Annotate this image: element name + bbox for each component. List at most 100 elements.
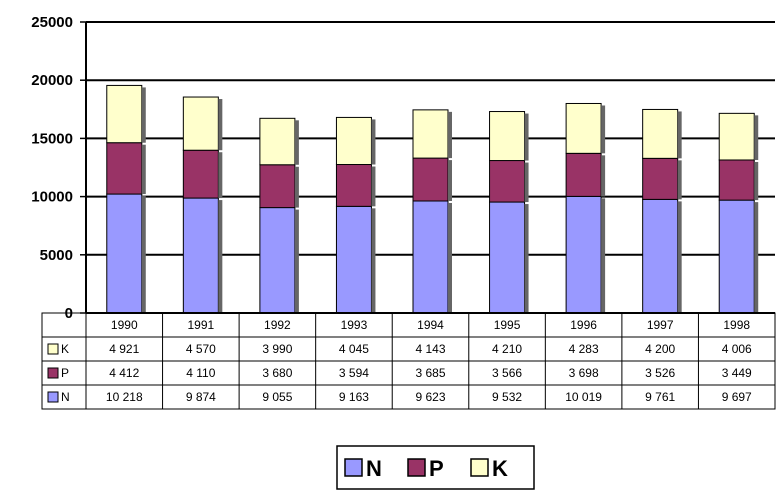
y-tick-label: 15000 — [31, 130, 73, 147]
data-label-K: 4 006 — [722, 342, 752, 356]
x-tick-label: 1991 — [187, 318, 214, 332]
bar-N-1993 — [335, 205, 372, 314]
data-label-K: 3 990 — [262, 342, 292, 356]
bar-P-1993 — [335, 164, 372, 207]
y-tick-label: 25000 — [31, 14, 73, 31]
row-label-N: N — [61, 390, 70, 404]
data-label-P: 4 412 — [109, 366, 139, 380]
bar-shadow — [601, 155, 606, 197]
y-tick-label: 20000 — [31, 72, 73, 89]
x-tick-label: 1992 — [264, 318, 291, 332]
legend-box — [336, 445, 535, 490]
bar-N-1994 — [412, 200, 449, 314]
data-label-K: 4 570 — [186, 342, 216, 356]
x-tick-label: 1990 — [111, 318, 138, 332]
data-label-P: 3 526 — [645, 366, 675, 380]
bar-shadow — [754, 202, 759, 313]
x-tick-label: 1998 — [723, 318, 750, 332]
bar-P-1996 — [565, 152, 602, 197]
bar-shadow — [218, 99, 223, 151]
bar-P-1990 — [106, 142, 143, 195]
data-label-K: 4 143 — [415, 342, 445, 356]
data-label-N: 9 623 — [415, 390, 445, 404]
bar-shadow — [294, 209, 299, 313]
bar-N-1990 — [106, 193, 143, 314]
data-label-N: 9 163 — [339, 390, 369, 404]
bar-P-1991 — [182, 149, 219, 199]
data-label-P: 3 566 — [492, 366, 522, 380]
legend-key-P — [47, 367, 59, 379]
bar-shadow — [448, 111, 452, 159]
bar-P-1998 — [718, 159, 755, 201]
bar-shadow — [218, 200, 223, 313]
bar-K-1996 — [565, 102, 602, 154]
bar-K-1998 — [718, 112, 755, 161]
data-label-K: 4 283 — [569, 342, 599, 356]
bar-shadow — [371, 208, 376, 313]
bar-shadow — [371, 166, 376, 207]
data-label-N: 9 761 — [645, 390, 675, 404]
bar-K-1992 — [259, 117, 296, 166]
bars — [106, 84, 759, 314]
bar-shadow — [524, 113, 529, 161]
data-label-N: 10 218 — [106, 390, 143, 404]
bar-shadow — [294, 166, 299, 208]
bar-N-1991 — [182, 197, 219, 314]
bar-shadow — [448, 160, 452, 201]
data-label-N: 9 874 — [186, 390, 216, 404]
bar-shadow — [677, 201, 682, 313]
bar-shadow — [141, 144, 146, 195]
bar-shadow — [754, 115, 759, 160]
data-label-P: 3 680 — [262, 366, 292, 380]
bar-shadow — [141, 196, 146, 313]
bar-shadow — [601, 198, 606, 313]
row-label-K: K — [61, 342, 69, 356]
data-label-P: 4 110 — [186, 366, 215, 380]
bar-shadow — [141, 87, 146, 143]
bar-P-1992 — [259, 164, 296, 209]
bar-shadow — [218, 152, 223, 199]
legend-swatch-P — [407, 458, 426, 477]
bar-K-1995 — [489, 111, 526, 162]
bar-P-1995 — [489, 160, 526, 203]
x-tick-label: 1996 — [570, 318, 597, 332]
legend-swatch-K — [470, 458, 489, 477]
x-tick-label: 1993 — [341, 318, 368, 332]
bar-shadow — [371, 119, 376, 165]
data-label-P: 3 449 — [722, 366, 752, 380]
data-label-K: 4 200 — [645, 342, 675, 356]
bar-N-1997 — [642, 198, 679, 314]
data-label-P: 3 594 — [339, 366, 369, 380]
data-label-K: 4 210 — [492, 342, 522, 356]
bar-K-1991 — [182, 96, 219, 151]
x-tick-label: 1994 — [417, 318, 444, 332]
legend-label-P: P — [429, 456, 444, 481]
x-tick-label: 1995 — [494, 318, 521, 332]
bar-shadow — [601, 105, 606, 154]
data-label-N: 10 019 — [565, 390, 602, 404]
y-tick-label: 5000 — [40, 247, 73, 264]
bar-shadow — [448, 202, 452, 313]
bar-P-1994 — [412, 157, 449, 202]
data-label-K: 4 045 — [339, 342, 369, 356]
data-label-P: 3 698 — [569, 366, 599, 380]
data-label-K: 4 921 — [109, 342, 139, 356]
bar-K-1997 — [642, 108, 679, 159]
legend-key-N — [47, 391, 59, 403]
data-label-P: 3 685 — [415, 366, 445, 380]
bar-shadow — [524, 162, 529, 203]
data-table: 1990 1991 1992 1993 1994 1995 1996 1997 1998 K 4 9… — [41, 312, 776, 410]
bar-N-1996 — [565, 195, 602, 314]
bar-shadow — [294, 120, 299, 165]
bar-K-1993 — [335, 116, 372, 166]
legend-swatch-N — [344, 458, 363, 477]
x-tick-label: 1997 — [647, 318, 674, 332]
bar-K-1990 — [106, 84, 143, 144]
bar-K-1994 — [412, 109, 449, 159]
bar-shadow — [524, 204, 529, 313]
bar-shadow — [677, 111, 682, 159]
legend-label-N: N — [366, 456, 382, 481]
bar-shadow — [754, 161, 759, 201]
